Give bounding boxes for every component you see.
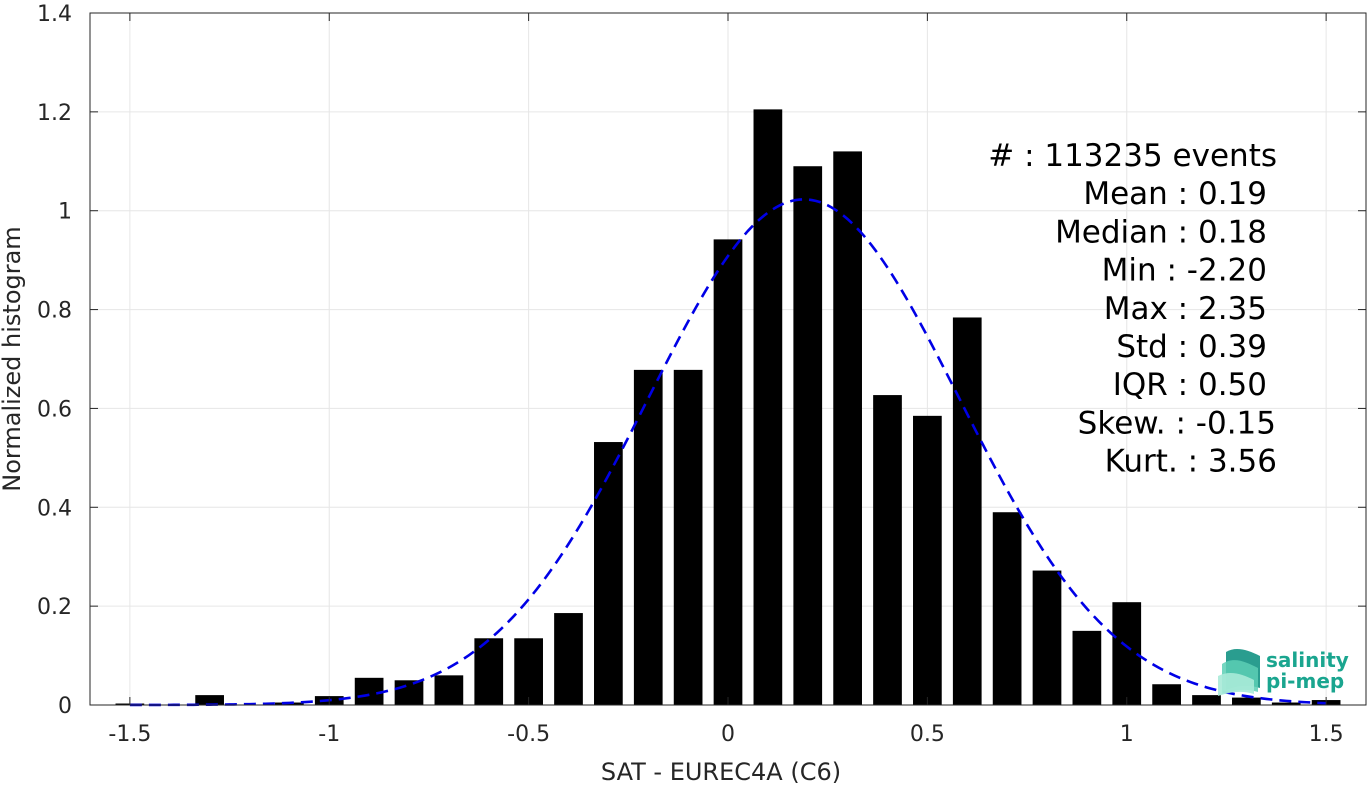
grid-lines bbox=[90, 12, 1366, 706]
stats-line: Median : 0.18 bbox=[1055, 214, 1267, 250]
histogram-bar bbox=[1192, 695, 1221, 705]
axis-ticks bbox=[90, 12, 1366, 706]
histogram-bar bbox=[833, 151, 862, 705]
stats-line: Std : 0.39 bbox=[1116, 329, 1267, 365]
histogram-bar bbox=[1072, 630, 1102, 705]
stats-line: Mean : 0.19 bbox=[1083, 176, 1267, 212]
histogram-bar bbox=[1232, 697, 1261, 705]
histogram-bar bbox=[992, 512, 1022, 705]
x-axis-label: SAT - EUREC4A (C6) bbox=[601, 758, 841, 785]
y-tick-label: 1.2 bbox=[37, 101, 72, 126]
stats-line: Skew. : -0.15 bbox=[1078, 405, 1276, 441]
x-tick-label: -1 bbox=[318, 722, 340, 747]
histogram-bar bbox=[1032, 570, 1062, 705]
y-axis-label: Normalized histogram bbox=[0, 226, 26, 491]
stats-line: Max : 2.35 bbox=[1104, 291, 1267, 327]
logo-text-pi-mep: pi-mep bbox=[1266, 669, 1344, 693]
histogram-bar bbox=[913, 415, 942, 705]
histogram-bar bbox=[1112, 602, 1142, 705]
histogram-bar bbox=[1152, 684, 1181, 705]
histogram-bar bbox=[594, 442, 623, 705]
y-tick-labels: 0 0.2 0.4 0.6 0.8 1 1.2 1.4 bbox=[37, 2, 72, 719]
x-tick-label: 1 bbox=[1120, 722, 1134, 747]
histogram-bar bbox=[434, 675, 464, 705]
y-tick-label: 0.2 bbox=[37, 595, 72, 620]
histogram-bar bbox=[793, 166, 823, 705]
histogram-bar bbox=[713, 239, 743, 705]
histogram-bar bbox=[633, 369, 663, 705]
histogram-bar bbox=[753, 109, 783, 705]
histogram-bar bbox=[1271, 702, 1301, 705]
y-tick-label: 0 bbox=[58, 694, 72, 719]
histogram-bar bbox=[952, 317, 982, 705]
x-tick-label: -1.5 bbox=[108, 722, 151, 747]
x-tick-label: 0.5 bbox=[910, 722, 945, 747]
stats-line: IQR : 0.50 bbox=[1113, 367, 1267, 403]
histogram-bar bbox=[514, 638, 543, 705]
histogram-bar bbox=[873, 395, 902, 705]
y-tick-label: 1.4 bbox=[37, 2, 72, 27]
histogram-bar bbox=[474, 638, 504, 705]
stats-line: # : 113235 events bbox=[988, 138, 1277, 174]
stats-line: Min : -2.20 bbox=[1102, 253, 1267, 289]
x-tick-label: 0 bbox=[721, 722, 735, 747]
histogram-bar bbox=[554, 613, 583, 705]
histogram-bar bbox=[394, 680, 424, 705]
x-tick-label: -0.5 bbox=[507, 722, 550, 747]
x-tick-label: 1.5 bbox=[1309, 722, 1344, 747]
histogram-bar bbox=[673, 369, 703, 705]
y-tick-label: 0.6 bbox=[37, 397, 72, 422]
histogram-bar bbox=[354, 677, 384, 705]
histogram-bar bbox=[195, 695, 224, 705]
stats-line: Kurt. : 3.56 bbox=[1105, 444, 1277, 480]
y-tick-label: 1 bbox=[58, 200, 72, 225]
wave-logo-icon bbox=[1218, 649, 1260, 696]
logo-text-salinity: salinity bbox=[1266, 648, 1349, 672]
y-tick-label: 0.8 bbox=[37, 299, 72, 324]
histogram-bars bbox=[115, 109, 1341, 705]
x-tick-labels: -1.5 -1 -0.5 0 0.5 1 1.5 bbox=[108, 722, 1343, 747]
y-tick-label: 0.4 bbox=[37, 496, 72, 521]
salinity-pi-mep-logo: salinity pi-mep bbox=[1218, 648, 1349, 696]
